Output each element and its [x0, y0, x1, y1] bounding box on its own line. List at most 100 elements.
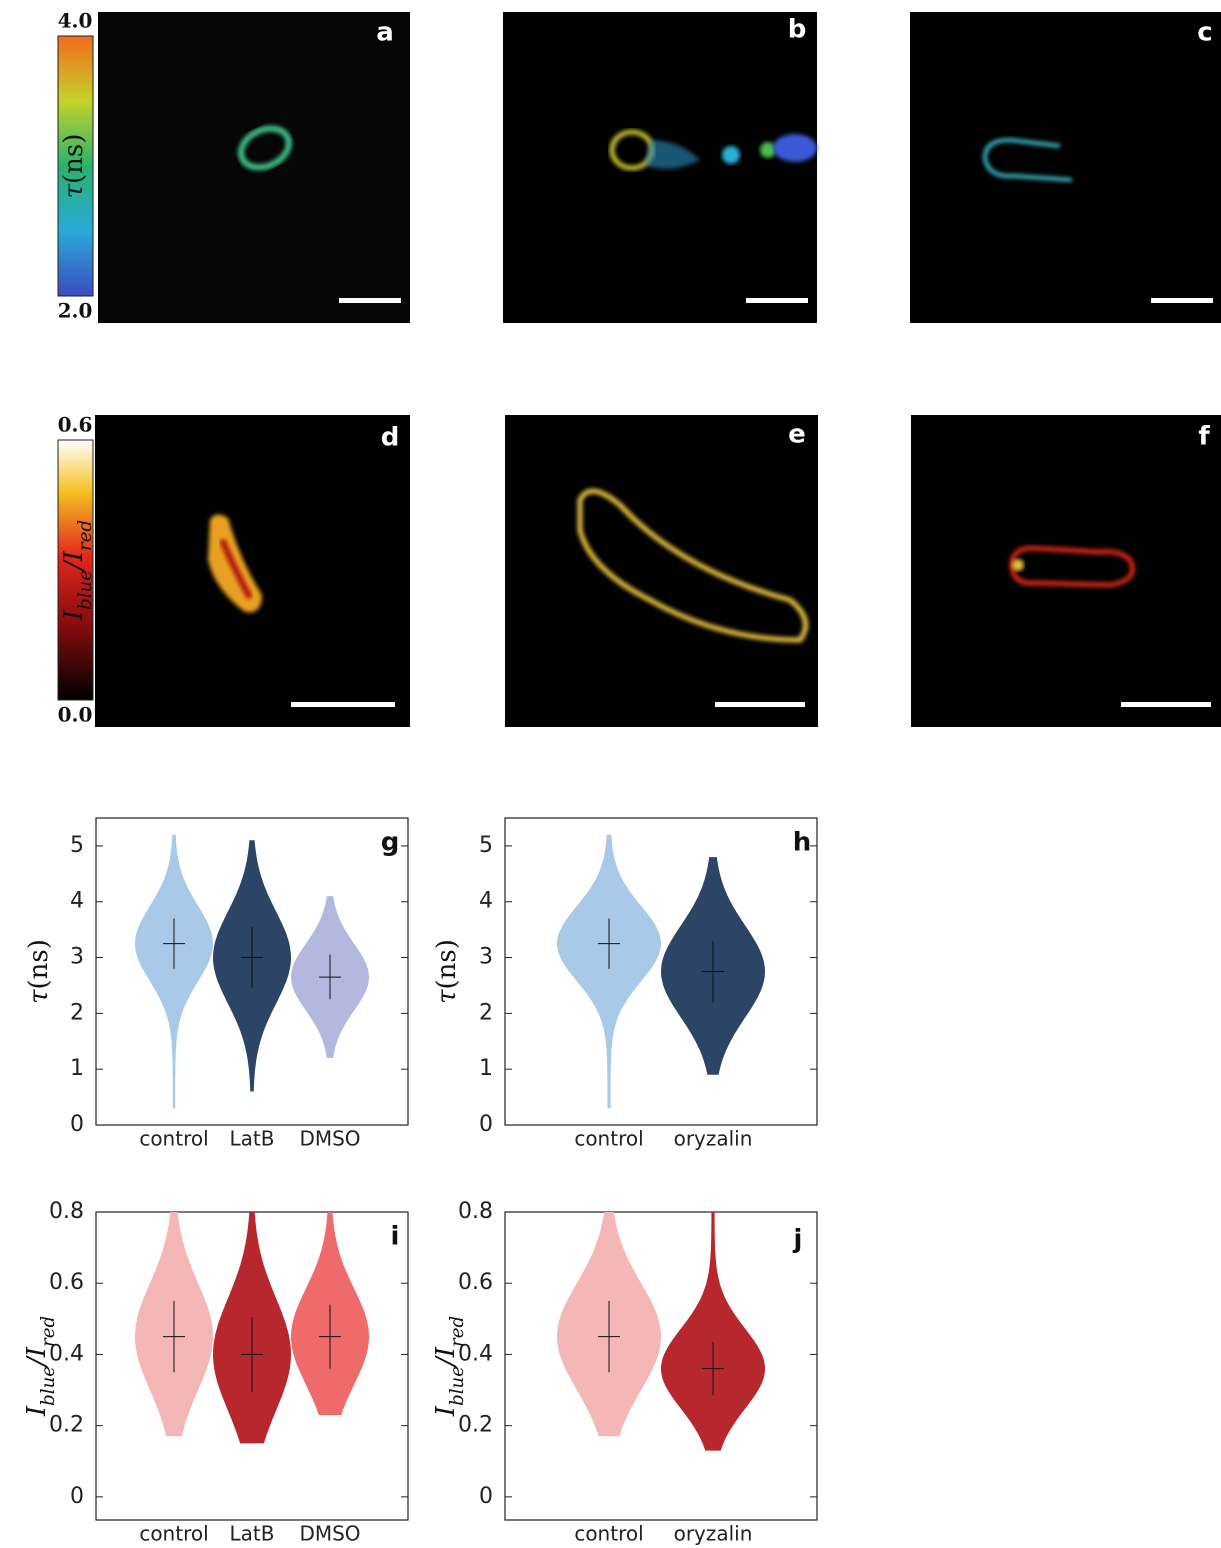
colorbar-gradient — [57, 439, 94, 701]
plot-frame — [504, 1211, 818, 1521]
colorbar-max: 4.0 — [58, 9, 93, 33]
image-panels — [95, 12, 1221, 727]
label-part: /I — [22, 1346, 52, 1369]
panel-letter: d — [381, 423, 400, 453]
y-tick-label: 3 — [70, 945, 84, 970]
axis-label: τ(ns) — [59, 134, 89, 199]
cell — [722, 146, 740, 164]
cell — [1009, 545, 1135, 588]
cell — [773, 134, 817, 162]
panel-letter: f — [1198, 422, 1210, 452]
colorbar-min: 0.0 — [58, 703, 93, 727]
violin — [557, 834, 661, 1109]
x-tick-label: LatB — [230, 1522, 275, 1546]
cell — [760, 142, 776, 158]
label-part: (ns) — [24, 939, 54, 989]
y-tick-label: 0.8 — [458, 1199, 493, 1224]
panel-letter: c — [1197, 18, 1212, 48]
y-tick-label: 0 — [479, 1484, 493, 1509]
y-tick-label: 0.2 — [49, 1413, 84, 1438]
panel-letter: b — [788, 15, 807, 45]
y-tick-label: 5 — [70, 833, 84, 858]
image-c — [910, 12, 1221, 323]
y-tick-label: 1 — [479, 1056, 493, 1081]
axis-label: Iblue/Ired — [22, 1316, 59, 1417]
y-tick-label: 0.6 — [49, 1270, 84, 1295]
violin-chart: 0 1 2 3 4 5 control LatB DMSO g — [70, 817, 409, 1151]
label-part: blue — [447, 1366, 468, 1406]
y-tick-label: 4 — [479, 889, 493, 914]
x-tick-label: oryzalin — [674, 1127, 753, 1151]
axis-label: τ(ns) — [24, 939, 54, 1004]
x-tick-label: DMSO — [299, 1127, 360, 1151]
y-tick-label: 0.8 — [49, 1199, 84, 1224]
colorbar-gradient — [57, 35, 94, 297]
axis-label: Iblue/Ired — [431, 1316, 468, 1417]
label-part: τ — [59, 183, 89, 198]
cell — [1012, 559, 1024, 571]
label-part: (ns) — [432, 939, 462, 989]
x-tick-label: control — [574, 1127, 643, 1151]
label-part: /I — [431, 1346, 461, 1369]
label-part: red — [75, 520, 96, 551]
cell — [577, 488, 809, 643]
y-tick-label: 0.6 — [458, 1270, 493, 1295]
cell — [219, 538, 253, 600]
plot-frame — [504, 817, 818, 1126]
y-tick-label: 0 — [70, 1484, 84, 1509]
x-tick-label: DMSO — [299, 1522, 360, 1546]
violin-chart: 0 0.2 0.4 0.6 0.8 control oryzalin j — [458, 1199, 818, 1546]
panel-letter: j — [793, 1225, 803, 1255]
image-e — [505, 415, 818, 727]
x-tick-label: control — [574, 1522, 643, 1546]
label-part: I — [431, 1405, 461, 1417]
y-tick-label: 0 — [70, 1112, 84, 1137]
cell — [645, 140, 700, 169]
y-tick-label: 0.4 — [458, 1341, 493, 1366]
panel-letter: a — [376, 18, 394, 48]
plot-frame — [95, 817, 409, 1126]
label-part: τ — [432, 989, 462, 1004]
scale-bar — [1151, 298, 1213, 303]
image-d — [95, 415, 410, 727]
y-tick-label: 0.4 — [49, 1341, 84, 1366]
x-tick-label: control — [139, 1522, 208, 1546]
colorbar-min: 2.0 — [58, 299, 93, 323]
violin — [661, 1212, 765, 1451]
violin-chart: 0 1 2 3 4 5 control oryzalin h — [479, 817, 818, 1151]
x-tick-label: LatB — [230, 1127, 275, 1151]
scale-bar — [1121, 702, 1211, 707]
y-tick-label: 0.2 — [458, 1413, 493, 1438]
label-part: red — [38, 1316, 59, 1347]
x-tick-label: oryzalin — [674, 1522, 753, 1546]
colorbar-2 — [57, 439, 94, 701]
scale-bar — [746, 298, 808, 303]
y-tick-label: 4 — [70, 889, 84, 914]
colorbar-1 — [57, 35, 94, 297]
panel-letter: e — [788, 420, 806, 450]
scale-bar — [291, 702, 395, 707]
label-part: /I — [59, 550, 89, 573]
label-part: blue — [75, 570, 96, 610]
label-part: red — [447, 1316, 468, 1347]
y-tick-label: 3 — [479, 945, 493, 970]
image-f — [911, 415, 1221, 727]
y-tick-label: 0 — [479, 1112, 493, 1137]
label-part: blue — [38, 1366, 59, 1406]
violin-chart: 0 0.2 0.4 0.6 0.8 control LatB DMSO i — [49, 1199, 409, 1546]
panel-letter: i — [391, 1222, 400, 1252]
y-tick-label: 2 — [70, 1000, 84, 1025]
y-tick-label: 2 — [479, 1000, 493, 1025]
label-part: (ns) — [59, 134, 89, 184]
scale-bar — [715, 702, 805, 707]
y-tick-label: 1 — [70, 1056, 84, 1081]
label-part: τ — [24, 989, 54, 1004]
x-tick-label: control — [139, 1127, 208, 1151]
axis-label: Iblue/Ired — [59, 520, 96, 621]
colorbar-max: 0.6 — [58, 413, 93, 437]
axis-label: τ(ns) — [432, 939, 462, 1004]
panel-letter: h — [793, 828, 812, 858]
y-tick-label: 5 — [479, 833, 493, 858]
scale-bar — [339, 298, 401, 303]
